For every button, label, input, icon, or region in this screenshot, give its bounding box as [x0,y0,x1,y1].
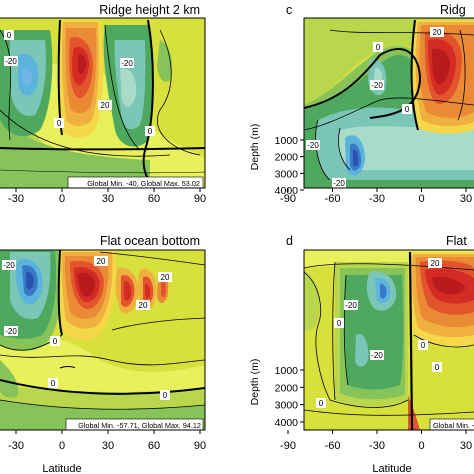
contour-label: 0 [435,363,440,372]
panel-d: d Flat [249,234,474,474]
x-tick-label: -30 [369,193,385,205]
panel-a-x-ticks: -30 0 30 60 90 [8,188,206,205]
y-tick-label: 2000 [275,382,299,394]
x-tick-label: 0 [418,440,424,452]
contour-label: 0 [376,43,381,52]
contour-label: -20 [5,327,17,336]
panel-d-info: Global Min. -5 [433,421,474,430]
panel-c-title: Ridg [440,3,466,17]
x-tick-label: 90 [194,440,206,452]
panel-c-y-ticks: 1000 2000 3000 4000 [275,135,304,197]
x-tick-label: 90 [194,193,206,205]
x-tick-label: -30 [369,440,385,452]
contour-label: -20 [307,141,319,150]
panel-d-label: d [286,234,293,248]
contour-label: 0 [405,105,410,114]
x-tick-label: 30 [102,193,114,205]
contour-label: 0 [51,379,56,388]
x-tick-label: -30 [8,193,24,205]
x-tick-label: 60 [148,440,160,452]
x-tick-label: -90 [280,440,296,452]
panel-c-frame [303,17,474,189]
x-tick-label: 0 [59,193,65,205]
panel-a-info: Global Min. -40, Global Max. 53.02 [87,179,200,188]
contour-label: 0 [337,319,342,328]
contour-label: 0 [148,127,153,136]
panel-d-ylabel: Depth (m) [249,359,261,406]
y-tick-label: 3000 [275,168,299,180]
contour-label: 0 [53,337,58,346]
panel-a-field [0,18,205,188]
panel-b-xlabel: Latitude [42,463,81,474]
contour-label: 20 [433,28,442,37]
panel-b-info: Global Min. -57.71, Global Max. 94.12 [78,421,201,430]
y-tick-label: 1000 [275,135,299,147]
panel-c-ylabel: Depth (m) [249,124,261,171]
panel-d-xlabel: Latitude [372,463,411,474]
panel-c-contour-labels: -20 0 -20 0 20 -20 [306,27,444,188]
panel-d-field [304,250,474,430]
panel-d-x-ticks: -90 -60 -30 0 30 [280,430,472,452]
y-tick-label: 1000 [275,365,299,377]
contour-label: -20 [3,261,15,270]
y-tick-label: 4000 [275,417,299,429]
contour-label: 20 [139,301,148,310]
contour-label: 20 [101,101,110,110]
contour-label: 0 [421,341,426,350]
x-tick-label: 0 [418,193,424,205]
y-tick-label: 2000 [275,152,299,164]
y-tick-label: 3000 [275,400,299,412]
panel-a-contour-labels: 0 -20 20 0 -20 0 [4,30,155,136]
panel-b-frame [0,249,206,431]
panel-b-field [0,250,205,430]
contour-label: -20 [121,59,133,68]
panel-b-title: Flat ocean bottom [100,234,200,248]
x-tick-label: -60 [325,440,341,452]
panel-b-x-ticks: -30 0 30 60 90 [8,430,206,452]
x-tick-label: -60 [325,193,341,205]
x-tick-label: -30 [8,440,24,452]
y-tick-label: 4000 [275,185,299,197]
panel-c-field [304,18,474,188]
contour-label: 0 [163,391,168,400]
panel-d-contour-labels: -20 0 -20 20 0 0 0 [316,258,442,408]
panel-c-x-ticks: -90 -60 -30 0 30 [280,188,472,205]
x-tick-label: 30 [460,440,472,452]
contour-label: -20 [371,351,383,360]
panel-a-title: Ridge height 2 km [99,3,200,17]
x-tick-label: 60 [148,193,160,205]
panel-a-frame [0,17,206,189]
contour-label: -20 [333,179,345,188]
contour-label: 20 [161,273,170,282]
contour-label: -20 [345,301,357,310]
contour-label: 0 [7,31,12,40]
x-tick-label: 30 [102,440,114,452]
x-tick-label: 30 [460,193,472,205]
x-tick-label: -90 [280,193,296,205]
contour-label: 0 [319,399,324,408]
panel-c-label: c [286,3,292,17]
contour-label: 0 [57,119,62,128]
panel-d-y-ticks: 1000 2000 3000 4000 [275,365,304,429]
x-tick-label: 0 [59,440,65,452]
contour-label: 20 [97,257,106,266]
contour-label: -20 [5,57,17,66]
contour-label: 20 [431,259,440,268]
panel-c: c Ridg [249,3,474,205]
panel-d-frame [303,249,474,431]
panel-d-title: Flat [446,234,467,248]
panel-a: Ridge height 2 km [0,3,206,205]
contour-label: -20 [371,81,383,90]
panel-b-contour-labels: -20 -20 20 20 20 0 0 0 [2,256,172,400]
panel-b: Flat ocean bottom [0,234,206,474]
